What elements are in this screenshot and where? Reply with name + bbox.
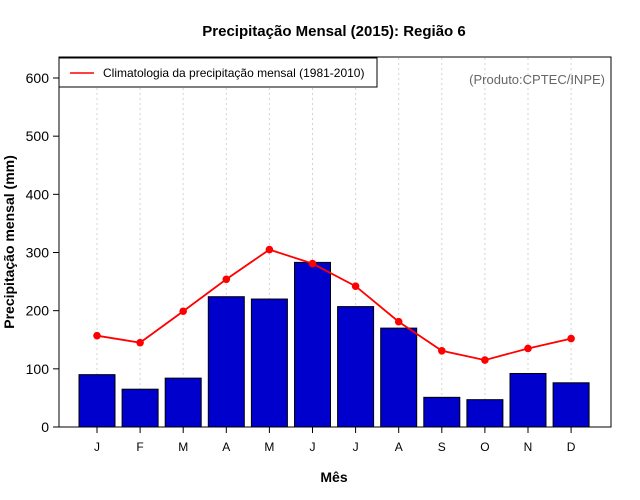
plot-frame [58,56,612,428]
y-tick-label: 300 [26,245,50,261]
climatology-point-11 [524,344,532,353]
climatology-point-10 [481,356,489,364]
x-tick-label: M [264,440,274,454]
climatology-point-3 [179,307,187,316]
bar-12 [552,382,590,428]
climatology-line [96,248,572,362]
bar-7 [337,306,375,428]
bar-6 [294,261,331,428]
climatology-point-8 [394,317,403,326]
climatology-point-6 [308,259,317,268]
legend-box [58,57,378,88]
y-tick-label: 0 [41,419,49,435]
y-axis: 0 100 200 300 400 500 600 [26,70,59,435]
x-tick-label: D [567,440,576,454]
x-axis-title: Mês [320,469,347,485]
bar-series [78,261,590,428]
x-tick-label: S [438,440,446,454]
x-tick-label: N [524,440,533,454]
legend-label: Climatologia da precipitação mensal (198… [103,66,364,80]
climatology-point-9 [438,347,446,355]
bar-2 [121,388,159,428]
x-tick-label: A [222,440,230,454]
x-tick-label: J [353,440,359,454]
bar-1 [78,374,116,428]
climatology-point-4 [222,275,231,284]
bar-3 [164,377,202,428]
climatology-series [93,245,575,364]
bar-5 [250,298,288,428]
y-tick-label: 600 [26,70,50,86]
y-tick-label: 400 [26,186,50,202]
x-tick-label: M [178,440,188,454]
chart-title: Precipitação Mensal (2015): Região 6 [202,23,465,40]
climatology-point-1 [93,331,101,340]
bar-10 [466,399,504,428]
x-tick-label: O [480,440,489,454]
x-tick-label: F [136,440,143,454]
x-tick-label: A [395,440,403,454]
bar-8 [380,327,418,428]
climatology-point-2 [136,338,144,347]
climatology-point-12 [567,334,575,343]
bar-4 [207,296,245,428]
y-tick-label: 500 [26,128,50,144]
climatology-point-5 [265,245,274,254]
grid-lines [96,58,572,426]
legend: Climatologia da precipitação mensal (198… [58,57,378,88]
x-tick-label: J [310,440,316,454]
x-tick-label: J [94,440,100,454]
y-axis-title: Precipitação mensal (mm) [1,155,17,329]
y-tick-label: 200 [26,303,50,319]
climatology-point-7 [351,282,360,291]
y-tick-label: 100 [26,361,50,377]
bar-9 [423,396,461,428]
bar-11 [509,372,547,428]
source-credit: (Produto:CPTEC/INPE) [469,72,605,87]
